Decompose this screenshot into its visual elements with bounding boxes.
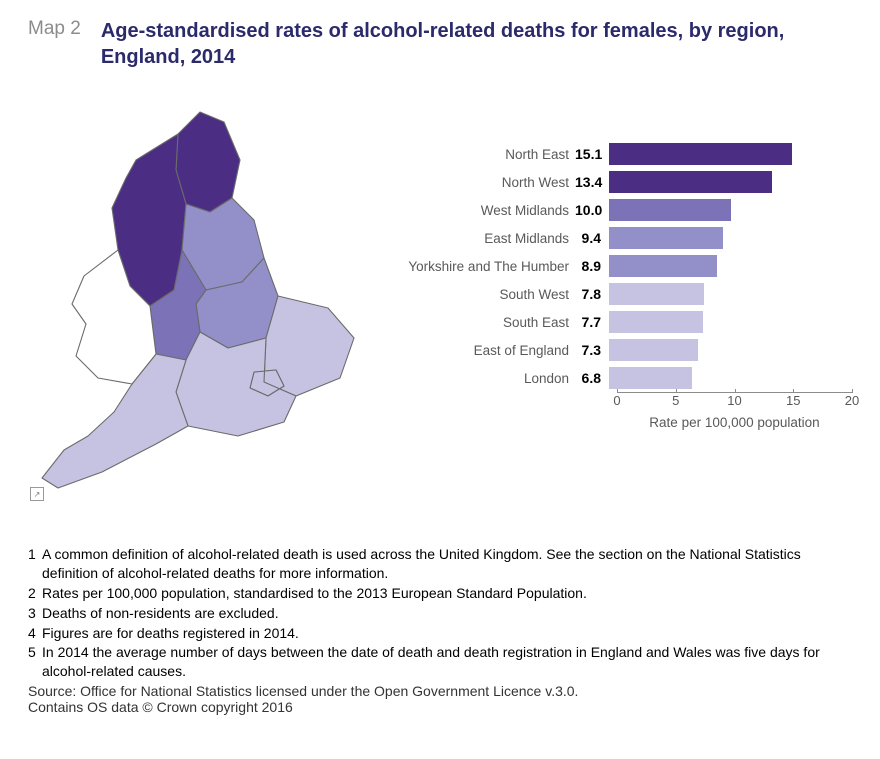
axis-tick-label: 10	[727, 393, 741, 408]
bar-label: North West	[403, 175, 575, 190]
bar-chart: North East15.1North West13.4West Midland…	[403, 100, 852, 505]
bar-value: 7.8	[575, 286, 609, 302]
bar-label: East Midlands	[403, 231, 575, 246]
bar-label: North East	[403, 147, 575, 162]
bar-fill	[609, 143, 792, 165]
region-north-east	[176, 112, 240, 212]
bar-track	[609, 252, 852, 280]
bar-fill	[609, 311, 703, 333]
header: Map 2 Age-standardised rates of alcohol-…	[28, 18, 852, 70]
bar-label: Yorkshire and The Humber	[403, 259, 575, 274]
footnote: 1A common definition of alcohol-related …	[28, 545, 852, 583]
footnote: 2Rates per 100,000 population, standardi…	[28, 584, 852, 603]
footnote: 5In 2014 the average number of days betw…	[28, 643, 852, 681]
bar-row: South West7.8	[403, 280, 852, 308]
bar-track	[609, 224, 852, 252]
bar-track	[609, 336, 852, 364]
bar-value: 9.4	[575, 230, 609, 246]
bar-label: London	[403, 371, 575, 386]
bar-value: 6.8	[575, 370, 609, 386]
bar-row: South East7.7	[403, 308, 852, 336]
bar-track	[609, 196, 852, 224]
bar-row: North West13.4	[403, 168, 852, 196]
bar-label: East of England	[403, 343, 575, 358]
bar-track	[609, 168, 852, 196]
bar-row: North East15.1	[403, 140, 852, 168]
bar-fill	[609, 367, 692, 389]
x-axis: 05101520 Rate per 100,000 population	[617, 392, 852, 430]
footnote: 4Figures are for deaths registered in 20…	[28, 624, 852, 643]
bar-row: London6.8	[403, 364, 852, 392]
copyright-line: Contains OS data © Crown copyright 2016	[28, 699, 852, 715]
content-row: ↗ North East15.1North West13.4West Midla…	[28, 100, 852, 505]
bar-track	[609, 308, 852, 336]
bar-fill	[609, 171, 772, 193]
bar-row: East of England7.3	[403, 336, 852, 364]
axis-tick-label: 5	[672, 393, 679, 408]
map-number-label: Map 2	[28, 18, 81, 40]
footnote: 3Deaths of non-residents are excluded.	[28, 604, 852, 623]
bar-fill	[609, 199, 731, 221]
axis-tick-label: 0	[613, 393, 620, 408]
bar-row: Yorkshire and The Humber8.9	[403, 252, 852, 280]
footnotes: 1A common definition of alcohol-related …	[28, 545, 852, 681]
bar-value: 8.9	[575, 258, 609, 274]
chart-title: Age-standardised rates of alcohol-relate…	[101, 18, 852, 70]
bar-label: South East	[403, 315, 575, 330]
bar-value: 15.1	[575, 146, 609, 162]
bar-fill	[609, 227, 723, 249]
bar-track	[609, 280, 852, 308]
bar-value: 10.0	[575, 202, 609, 218]
bar-fill	[609, 339, 698, 361]
source-line: Source: Office for National Statistics l…	[28, 683, 852, 699]
x-axis-label: Rate per 100,000 population	[617, 415, 852, 430]
bar-track	[609, 364, 852, 392]
bar-row: East Midlands9.4	[403, 224, 852, 252]
bar-value: 7.7	[575, 314, 609, 330]
bar-label: South West	[403, 287, 575, 302]
axis-tick-label: 20	[845, 393, 859, 408]
bar-fill	[609, 283, 704, 305]
bar-value: 7.3	[575, 342, 609, 358]
compass-icon: ↗	[30, 487, 44, 501]
bar-track	[609, 140, 852, 168]
england-map	[28, 100, 383, 500]
bar-fill	[609, 255, 717, 277]
map-column: ↗	[28, 100, 383, 505]
bar-row: West Midlands10.0	[403, 196, 852, 224]
axis-tick-label: 15	[786, 393, 800, 408]
bar-value: 13.4	[575, 174, 609, 190]
bar-label: West Midlands	[403, 203, 575, 218]
bars-area: North East15.1North West13.4West Midland…	[403, 140, 852, 392]
